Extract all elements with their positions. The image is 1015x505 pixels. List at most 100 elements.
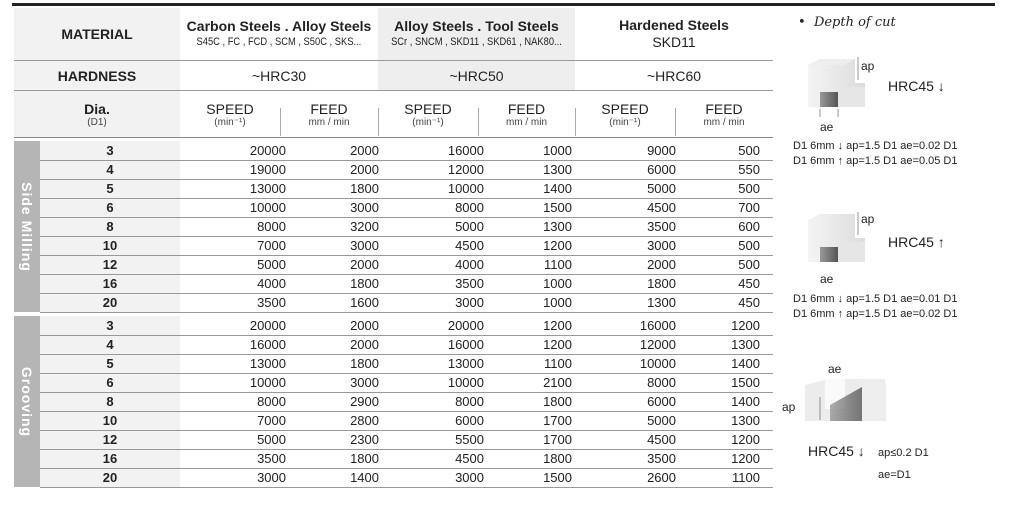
dia-value: 10 [102, 238, 118, 253]
label-column-bg [14, 8, 180, 137]
hardness-carbon: ~HRC30 [251, 67, 307, 84]
speed-value: 20000 [249, 143, 286, 158]
speed-value: 12000 [447, 162, 484, 177]
feed-value: 2000 [350, 318, 379, 333]
section-label: Grooving [19, 366, 35, 437]
hrc-3: HRC45 ↓ [808, 443, 865, 459]
dia-value: 5 [106, 356, 114, 371]
feed-header: FEED mm / min [675, 94, 773, 134]
section-label-strip: Grooving [14, 316, 40, 487]
material-name: Alloy Steels . Tool Steels [394, 18, 559, 34]
feed-value: 1000 [543, 295, 572, 310]
material-grades: SKD11 [652, 34, 696, 50]
feed-header: FEED mm / min [280, 94, 378, 134]
feed-value: 1800 [350, 276, 379, 291]
dia-value: 12 [102, 432, 118, 447]
column-separator [575, 108, 576, 136]
speed-value: 3500 [647, 219, 676, 234]
material-alloy: Alloy Steels . Tool Steels SCr , SNCM , … [378, 12, 575, 56]
feed-value: 3000 [350, 200, 379, 215]
feed-value: 1800 [350, 181, 379, 196]
speed-value: 16000 [249, 337, 286, 352]
column-unit: mm / min [703, 116, 745, 128]
dia-value: 20 [102, 470, 118, 485]
feed-value: 1300 [731, 413, 760, 428]
column-separator [378, 108, 379, 136]
speed-value: 5000 [257, 432, 286, 447]
column-label: FEED [705, 100, 743, 117]
speed-value: 10000 [639, 356, 676, 371]
speed-value: 3000 [455, 295, 484, 310]
column-unit: mm / min [308, 116, 350, 128]
speed-value: 3500 [647, 451, 676, 466]
column-label: FEED [507, 100, 546, 117]
depth-title: Depth of cut [813, 15, 896, 30]
speed-value: 7000 [257, 413, 286, 428]
feed-header: FEED mm / min [478, 94, 575, 134]
dia-value: 10 [102, 413, 118, 428]
speed-value: 1300 [647, 295, 676, 310]
column-label: FEED [310, 100, 348, 117]
speed-value: 13000 [249, 356, 286, 371]
dia-value: 16 [102, 276, 118, 291]
feed-value: 500 [738, 181, 760, 196]
speed-value: 2600 [647, 470, 676, 485]
speed-value: 2000 [647, 257, 676, 272]
dia-value: 5 [106, 181, 114, 196]
speed-value: 5000 [647, 413, 676, 428]
depth-of-cut-title: • Depth of cut [798, 15, 896, 30]
ap-label: ap [782, 400, 796, 414]
feed-value: 500 [738, 143, 760, 158]
section-side-milling: Side Milling 3 20000 2000 16000 1000 9000 500 4… [14, 141, 773, 313]
speed-value: 9000 [647, 143, 676, 158]
table-row: 5 13000 1800 10000 1400 5000 500 [40, 179, 773, 199]
speed-value: 8000 [257, 219, 286, 234]
feed-value: 450 [738, 295, 760, 310]
table-row: 3 20000 2000 16000 1000 9000 500 [40, 141, 773, 161]
feed-value: 2000 [350, 257, 379, 272]
speed-value: 8000 [455, 394, 484, 409]
condition-1b: D1 6mm ↑ ap=1.5 D1 ae=0.05 D1 [793, 155, 958, 167]
feed-value: 1200 [731, 451, 760, 466]
feed-value: 1500 [543, 200, 572, 215]
dia-value: 8 [106, 394, 114, 409]
speed-value: 16000 [447, 143, 484, 158]
column-separator [675, 108, 676, 136]
dia-header: Dia. (D1) [14, 92, 180, 136]
feed-value: 1000 [543, 143, 572, 158]
dia-label: Dia. [84, 100, 110, 117]
table-row: 20 3000 1400 3000 1500 2600 1100 [40, 468, 773, 488]
speed-value: 4500 [647, 432, 676, 447]
feed-value: 1400 [731, 394, 760, 409]
alloy-column-bg [378, 8, 575, 90]
table-row: 20 3500 1600 3000 1000 1300 450 [40, 293, 773, 313]
feed-value: 1200 [731, 318, 760, 333]
feed-value: 1800 [350, 356, 379, 371]
feed-value: 2900 [350, 394, 379, 409]
dia-value: 16 [102, 451, 118, 466]
condition-3a: ap≤0.2 D1 [878, 447, 929, 459]
feed-value: 600 [738, 219, 760, 234]
material-grades: SCr , SNCM , SKD11 , SKD61 , NAK80... [391, 36, 562, 48]
feed-value: 550 [738, 162, 760, 177]
hrc-2: HRC45 ↑ [888, 234, 945, 250]
material-name: Carbon Steels . Alloy Steels [186, 18, 372, 34]
speed-value: 4500 [647, 200, 676, 215]
ae-label: ae [820, 120, 834, 134]
speed-value: 20000 [249, 318, 286, 333]
feed-value: 1200 [543, 318, 572, 333]
feed-value: 1300 [543, 162, 572, 177]
dia-value: 4 [106, 162, 114, 177]
column-unit: mm / min [505, 116, 548, 128]
material-name: Hardened Steels [619, 17, 729, 33]
feed-value: 2300 [350, 432, 379, 447]
section-label: Side Milling [19, 181, 35, 272]
column-unit: (min⁻¹) [412, 116, 444, 128]
table-row: 3 20000 2000 20000 1200 16000 1200 [40, 316, 773, 336]
speed-header: SPEED (min⁻¹) [575, 94, 675, 134]
table-row: 4 19000 2000 12000 1300 6000 550 [40, 160, 773, 180]
table-row: 12 5000 2300 5500 1700 4500 1200 [40, 430, 773, 450]
speed-value: 4000 [257, 276, 286, 291]
dia-value: 20 [102, 295, 118, 310]
table-row: 5 13000 1800 13000 1100 10000 1400 [40, 354, 773, 374]
